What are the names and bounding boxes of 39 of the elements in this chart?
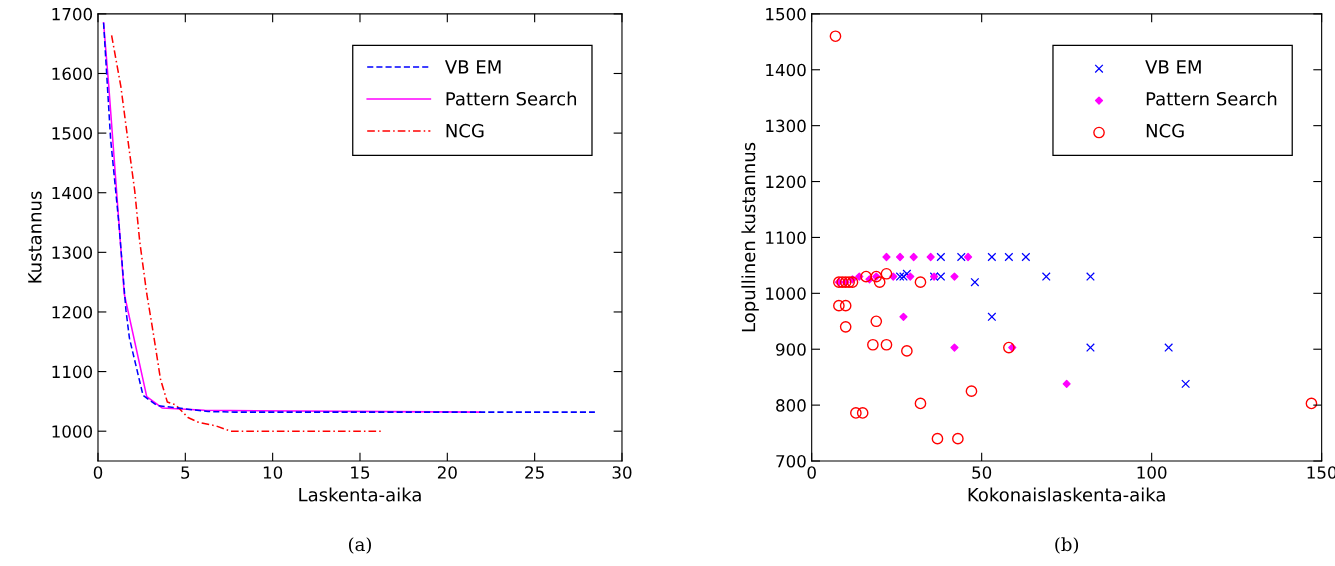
y-tick-label: 1500 (52, 127, 93, 140)
y-tick-label: 1400 (52, 186, 93, 200)
x-tick-label: 15 (351, 466, 370, 479)
y-tick-label: 1700 (52, 7, 93, 21)
legend-label: VB EM (444, 60, 501, 74)
y-tick-label: 1600 (52, 67, 93, 81)
x-tick-label: 25 (525, 466, 544, 479)
y-tick-label: 1000 (52, 425, 93, 438)
y-tick-label: 1300 (52, 246, 93, 259)
x-tick-label: 100 (1137, 466, 1167, 479)
legend-label: VB EM (1145, 60, 1201, 74)
x-tick-label: 10 (263, 466, 283, 479)
legend-label: NCG (1146, 123, 1184, 138)
y-tick-label: 1500 (766, 7, 806, 21)
x-tick-label: 30 (612, 466, 632, 479)
y-tick-label: 1200 (52, 305, 93, 319)
y-tick-label: 1100 (766, 231, 806, 245)
legend-label: Pattern Search (446, 91, 577, 106)
y-tick-label: 800 (776, 399, 806, 412)
text: (a) (348, 537, 371, 554)
y-tick-label: 900 (776, 343, 806, 356)
y-tick-label: 1300 (766, 119, 806, 133)
y-tick-label: 1100 (52, 365, 93, 379)
y-tick-label: 700 (776, 454, 806, 468)
y-tick-label: 1200 (766, 175, 806, 189)
legend-label: NCG (446, 123, 484, 138)
y-tick-label: 1000 (766, 287, 806, 300)
x-tick-label: 0 (807, 466, 816, 479)
text: Pattern Search (1146, 91, 1277, 106)
y-axis-title: Lopullinen kustannus (741, 142, 759, 332)
x-tick-label: 20 (437, 466, 457, 479)
text: (b) (1055, 537, 1079, 554)
x-tick-label: 5 (181, 466, 190, 479)
x-axis-title: Kokonaislaskenta-aika (968, 487, 1165, 502)
y-tick-label: 1400 (766, 63, 806, 77)
x-axis-title: Laskenta-aika (299, 487, 421, 502)
y-axis-title: Kustannus (28, 191, 42, 283)
x-tick-label: 0 (93, 466, 103, 479)
x-tick-label: 50 (972, 466, 992, 479)
